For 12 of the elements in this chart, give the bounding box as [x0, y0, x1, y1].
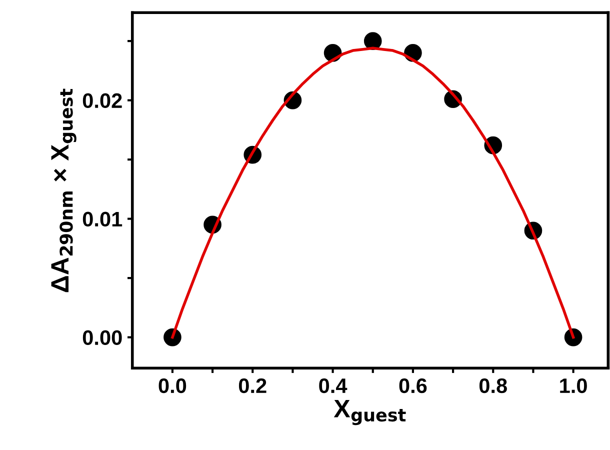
x-axis-title: X$_{guest}$ — [334, 400, 406, 426]
y-tick-label: 0.00 — [82, 330, 122, 346]
x-tick-label: 1.0 — [560, 378, 587, 394]
x-tick-label: 0.8 — [479, 378, 507, 394]
x-tick-label: 0.4 — [319, 378, 348, 394]
y-tick-label: 0.01 — [82, 212, 122, 227]
x-tick-label: 0.2 — [238, 378, 266, 394]
point — [364, 32, 382, 50]
x-tick-label: 0.0 — [158, 378, 186, 394]
x-tick-label: 0.6 — [399, 378, 427, 394]
y-axis-title: ΔA$_{290nm}$ × X$_{guest}$ — [51, 88, 76, 292]
y-tick-label: 0.02 — [82, 93, 122, 108]
